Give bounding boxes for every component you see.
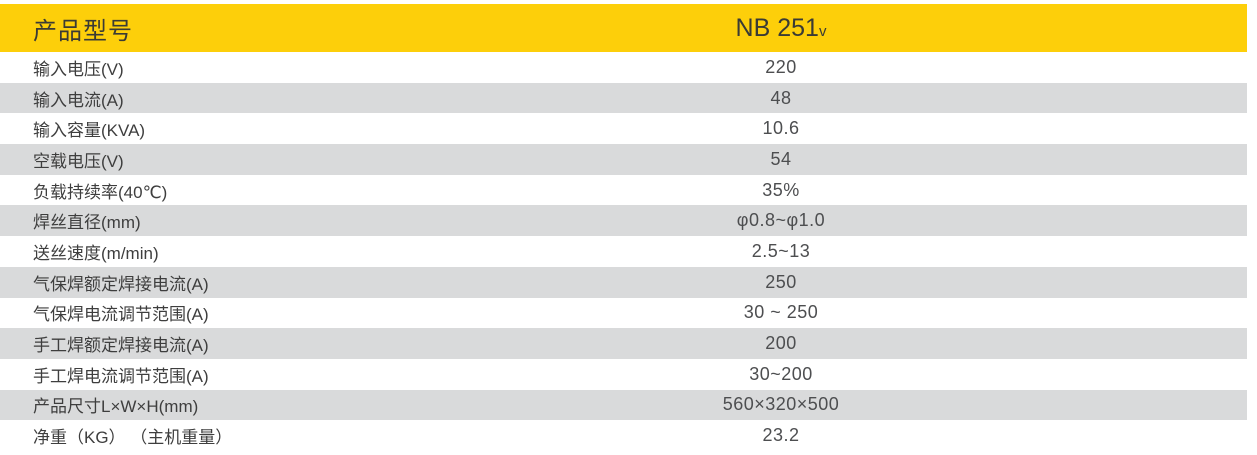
spec-label: 净重（KG） （主机重量） (33, 428, 233, 448)
spec-value: 250 (765, 271, 797, 292)
spec-label: 送丝速度(m/min) (33, 243, 159, 263)
spec-label: 负载持续率(40℃) (33, 182, 168, 202)
spec-label: 输入电流(A) (33, 90, 124, 110)
table-row: 手工焊电流调节范围(A) 30~200 (0, 358, 1247, 390)
spec-value: 220 (765, 56, 797, 77)
spec-value: 10.6 (762, 118, 800, 139)
spec-label: 产品尺寸L×W×H(mm) (33, 397, 199, 417)
spec-label: 焊丝直径(mm) (33, 213, 141, 233)
table-row: 气保焊电流调节范围(A) 30 ~ 250 (0, 297, 1247, 329)
spec-label: 手工焊电流调节范围(A) (33, 366, 209, 386)
spec-value: 35% (762, 179, 800, 200)
table-row: 手工焊额定焊接电流(A) 200 (0, 328, 1247, 359)
spec-value: 200 (765, 333, 797, 354)
table-row: 输入电流(A) 48 (0, 82, 1247, 114)
table-row: 产品尺寸L×W×H(mm) 560×320×500 (0, 389, 1247, 421)
spec-value: 23.2 (762, 425, 800, 446)
table-body: 输入电压(V) 220 输入电流(A) 48 输入容量(KVA) 10.6 空载… (0, 52, 1247, 451)
spec-label: 输入电压(V) (33, 59, 124, 79)
table-header-row: 产品型号 NB 251v (0, 4, 1247, 52)
spec-value: 30~200 (749, 363, 813, 384)
table-row: 净重（KG） （主机重量） 23.2 (0, 420, 1247, 451)
spec-label: 空载电压(V) (33, 151, 124, 171)
spec-value: φ0.8~φ1.0 (736, 210, 826, 231)
table-row: 焊丝直径(mm) φ0.8~φ1.0 (0, 205, 1247, 237)
model-number-suffix: v (818, 22, 827, 40)
spec-label: 气保焊额定焊接电流(A) (33, 274, 209, 294)
table-row: 空载电压(V) 54 (0, 144, 1247, 175)
table-row: 输入容量(KVA) 10.6 (0, 113, 1247, 145)
spec-value: 560×320×500 (722, 394, 840, 415)
spec-label: 手工焊额定焊接电流(A) (33, 336, 209, 356)
spec-value: 2.5~13 (751, 240, 811, 261)
table-row: 送丝速度(m/min) 2.5~13 (0, 236, 1247, 267)
table-row: 输入电压(V) 220 (0, 52, 1247, 83)
spec-value: 30 ~ 250 (743, 302, 819, 323)
model-number: NB 251 (735, 13, 819, 42)
table-row: 气保焊额定焊接电流(A) 250 (0, 266, 1247, 298)
spec-label: 气保焊电流调节范围(A) (33, 305, 209, 325)
table-row: 负载持续率(40℃) 35% (0, 174, 1247, 206)
spec-value: 48 (770, 87, 792, 108)
spec-label: 输入容量(KVA) (33, 121, 146, 141)
header-product-model-label: 产品型号 (33, 17, 133, 45)
product-spec-table: 产品型号 NB 251v 输入电压(V) 220 输入电流(A) 48 输入容量… (0, 4, 1247, 451)
header-model-value: NB 251v (315, 14, 1247, 43)
spec-value: 54 (770, 148, 792, 169)
